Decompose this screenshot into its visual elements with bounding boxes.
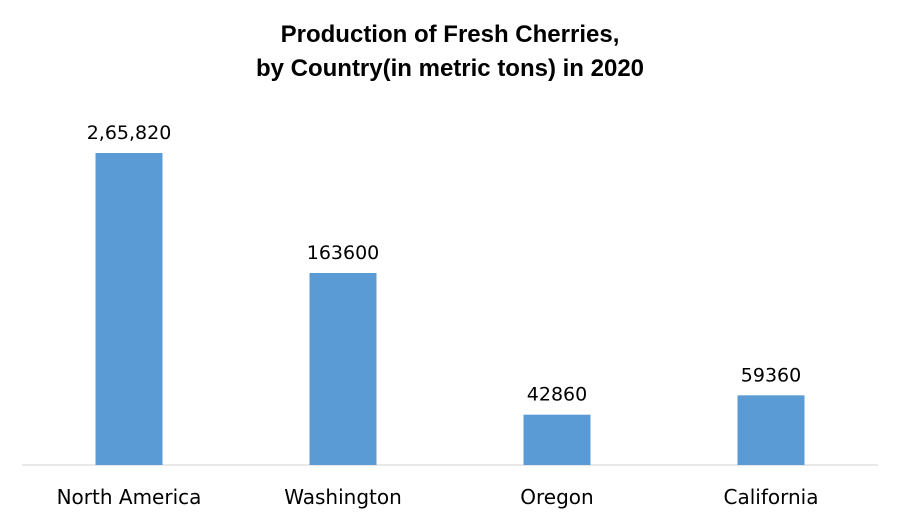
data-label: 163600 xyxy=(307,242,380,264)
bar-washington xyxy=(309,272,377,465)
data-label: 59360 xyxy=(741,364,801,386)
chart-title-line-1: Production of Fresh Cherries, xyxy=(280,21,620,48)
category-label: Oregon xyxy=(520,485,593,509)
data-label: 2,65,820 xyxy=(87,122,172,144)
bar-california xyxy=(737,395,805,465)
chart-title-line-2: by Country(in metric tons) in 2020 xyxy=(255,55,645,82)
chart-title: Production of Fresh Cherries, by Country… xyxy=(0,18,900,86)
data-label: 42860 xyxy=(527,384,587,406)
category-label: California xyxy=(724,485,819,509)
category-label: Washington xyxy=(284,485,402,509)
bar-north-america xyxy=(95,153,163,465)
bar-oregon xyxy=(523,414,591,465)
category-label: North America xyxy=(57,485,202,509)
